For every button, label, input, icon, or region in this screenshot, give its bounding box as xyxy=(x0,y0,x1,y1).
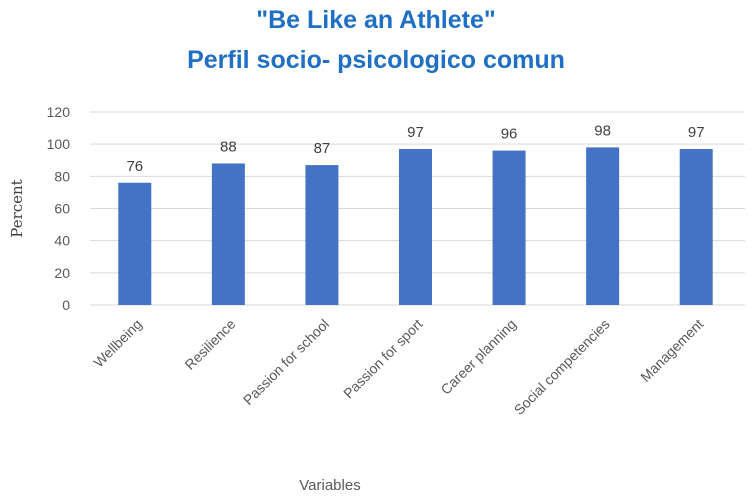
data-label: 76 xyxy=(126,158,143,175)
x-axis-categories: Wellbeing Resilience Passion for school Pas… xyxy=(90,316,706,418)
y-axis-title: Percent xyxy=(8,179,26,237)
y-tick-label: 20 xyxy=(54,265,70,281)
data-label: 96 xyxy=(501,126,518,143)
bars xyxy=(118,147,713,305)
data-label: 98 xyxy=(594,122,611,139)
x-category-label: Wellbeing xyxy=(90,316,145,371)
bar-passion-for-school xyxy=(305,165,339,305)
data-label: 97 xyxy=(407,124,424,141)
x-category-label: Resilience xyxy=(181,316,238,373)
y-tick-label: 100 xyxy=(47,136,71,152)
x-category-label: Management xyxy=(637,316,706,385)
bar-wellbeing xyxy=(118,182,152,305)
data-label: 97 xyxy=(688,124,705,141)
data-label: 88 xyxy=(220,138,237,155)
y-tick-label: 80 xyxy=(54,168,70,184)
bar-passion-for-sport xyxy=(399,148,432,305)
bar-social-competencies xyxy=(586,147,620,305)
data-label: 87 xyxy=(314,140,331,157)
chart-title-line-2: Perfil socio- psicologico comun xyxy=(187,46,565,74)
x-category-label: Career planning xyxy=(437,316,519,398)
bar-resilience xyxy=(211,163,245,305)
y-tick-label: 60 xyxy=(54,201,70,217)
x-axis-title: Variables xyxy=(299,477,360,494)
bar-management xyxy=(679,148,713,305)
x-category-label: Social competencies xyxy=(511,316,613,418)
y-tick-label: 0 xyxy=(62,297,70,313)
data-labels: 76 88 87 97 96 98 97 xyxy=(126,122,704,174)
x-category-label: Passion for sport xyxy=(340,316,426,402)
chart-title-line-1: "Be Like an Athlete" xyxy=(256,6,496,34)
y-axis-ticks: 0 20 40 60 80 100 120 xyxy=(47,104,71,313)
y-tick-label: 120 xyxy=(47,104,71,120)
x-category-label: Passion for school xyxy=(240,316,332,408)
bar-career-planning xyxy=(492,150,526,305)
y-tick-label: 40 xyxy=(54,233,70,249)
